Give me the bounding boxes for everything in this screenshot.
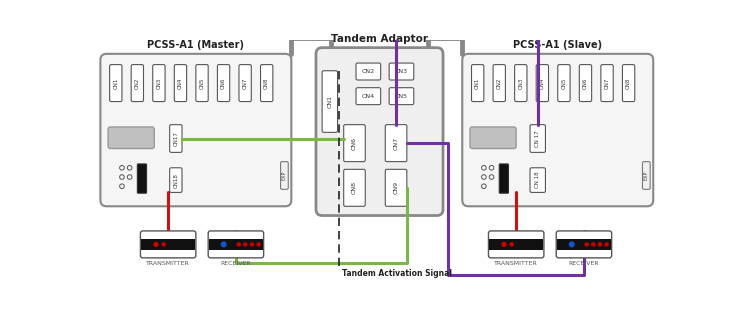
Text: CN9: CN9 bbox=[394, 181, 398, 194]
Text: CN5: CN5 bbox=[562, 77, 566, 89]
Text: CN4: CN4 bbox=[540, 77, 545, 89]
Text: CN17: CN17 bbox=[174, 131, 178, 146]
FancyBboxPatch shape bbox=[514, 65, 527, 102]
FancyBboxPatch shape bbox=[109, 65, 122, 102]
FancyBboxPatch shape bbox=[463, 54, 653, 206]
FancyBboxPatch shape bbox=[344, 125, 365, 162]
Text: CN8: CN8 bbox=[626, 77, 631, 89]
Bar bbox=[209, 239, 263, 250]
FancyBboxPatch shape bbox=[217, 65, 230, 102]
FancyBboxPatch shape bbox=[356, 88, 381, 105]
Text: CN2: CN2 bbox=[362, 69, 375, 74]
FancyBboxPatch shape bbox=[108, 127, 154, 149]
Text: CN1: CN1 bbox=[113, 77, 118, 89]
Circle shape bbox=[244, 243, 247, 246]
FancyBboxPatch shape bbox=[170, 125, 182, 153]
Text: CN3: CN3 bbox=[518, 77, 523, 89]
FancyBboxPatch shape bbox=[153, 65, 165, 102]
FancyBboxPatch shape bbox=[500, 164, 508, 193]
Text: CN 17: CN 17 bbox=[535, 130, 540, 147]
FancyBboxPatch shape bbox=[493, 65, 505, 102]
Circle shape bbox=[237, 243, 240, 246]
FancyBboxPatch shape bbox=[530, 168, 545, 192]
Text: Tandem Adaptor: Tandem Adaptor bbox=[331, 34, 428, 44]
Circle shape bbox=[592, 243, 595, 246]
Text: CN3: CN3 bbox=[395, 69, 408, 74]
Text: PCSS-A1 (Slave): PCSS-A1 (Slave) bbox=[513, 40, 602, 50]
Text: CN1: CN1 bbox=[327, 95, 333, 108]
Text: CN7: CN7 bbox=[242, 77, 248, 89]
FancyBboxPatch shape bbox=[530, 125, 545, 153]
Text: CN6: CN6 bbox=[583, 77, 588, 89]
FancyBboxPatch shape bbox=[196, 65, 208, 102]
Text: CN6: CN6 bbox=[221, 77, 226, 89]
Text: CN 18: CN 18 bbox=[535, 172, 540, 188]
FancyBboxPatch shape bbox=[174, 65, 187, 102]
Circle shape bbox=[599, 243, 602, 246]
Circle shape bbox=[605, 243, 608, 246]
FancyBboxPatch shape bbox=[208, 231, 264, 258]
FancyBboxPatch shape bbox=[471, 65, 484, 102]
FancyBboxPatch shape bbox=[140, 231, 196, 258]
Text: CN8: CN8 bbox=[352, 181, 357, 194]
FancyBboxPatch shape bbox=[344, 169, 365, 206]
FancyBboxPatch shape bbox=[642, 162, 650, 189]
FancyBboxPatch shape bbox=[261, 65, 273, 102]
Circle shape bbox=[257, 243, 260, 246]
Circle shape bbox=[502, 242, 506, 246]
FancyBboxPatch shape bbox=[556, 231, 612, 258]
Text: RECEIVER: RECEIVER bbox=[220, 261, 251, 266]
FancyBboxPatch shape bbox=[316, 48, 443, 215]
Text: CN6: CN6 bbox=[352, 137, 357, 150]
Text: TRANSMITTER: TRANSMITTER bbox=[146, 261, 190, 266]
Text: EXP: EXP bbox=[282, 171, 287, 180]
FancyBboxPatch shape bbox=[537, 65, 548, 102]
FancyBboxPatch shape bbox=[132, 65, 143, 102]
Text: CN1: CN1 bbox=[475, 77, 480, 89]
Bar bbox=[489, 239, 543, 250]
FancyBboxPatch shape bbox=[385, 169, 407, 206]
FancyBboxPatch shape bbox=[579, 65, 592, 102]
Text: CN7: CN7 bbox=[605, 77, 610, 89]
Text: CN4: CN4 bbox=[178, 77, 183, 89]
Text: CN8: CN8 bbox=[265, 77, 269, 89]
FancyBboxPatch shape bbox=[558, 65, 570, 102]
Bar bbox=[557, 239, 611, 250]
FancyBboxPatch shape bbox=[470, 127, 516, 149]
FancyBboxPatch shape bbox=[170, 168, 182, 192]
Text: Tandem Activation Signal: Tandem Activation Signal bbox=[342, 269, 452, 278]
FancyBboxPatch shape bbox=[239, 65, 251, 102]
Text: EXP: EXP bbox=[644, 171, 649, 180]
Text: TRANSMITTER: TRANSMITTER bbox=[494, 261, 538, 266]
Text: CN5: CN5 bbox=[395, 94, 408, 99]
FancyBboxPatch shape bbox=[389, 88, 414, 105]
FancyBboxPatch shape bbox=[137, 164, 146, 193]
FancyBboxPatch shape bbox=[385, 125, 407, 162]
FancyBboxPatch shape bbox=[356, 63, 381, 80]
Circle shape bbox=[510, 243, 514, 246]
Text: CN5: CN5 bbox=[200, 77, 205, 89]
Text: PCSS-A1 (Master): PCSS-A1 (Master) bbox=[147, 40, 245, 50]
Text: CN2: CN2 bbox=[134, 77, 140, 89]
FancyBboxPatch shape bbox=[101, 54, 291, 206]
Text: CN2: CN2 bbox=[497, 77, 502, 89]
Circle shape bbox=[162, 243, 166, 246]
FancyBboxPatch shape bbox=[622, 65, 635, 102]
Text: CN7: CN7 bbox=[394, 137, 398, 150]
Circle shape bbox=[222, 242, 226, 247]
FancyBboxPatch shape bbox=[488, 231, 544, 258]
FancyBboxPatch shape bbox=[601, 65, 613, 102]
Circle shape bbox=[570, 242, 574, 247]
Text: RECEIVER: RECEIVER bbox=[568, 261, 599, 266]
FancyBboxPatch shape bbox=[281, 162, 288, 189]
Text: CN3: CN3 bbox=[157, 77, 161, 89]
Circle shape bbox=[585, 243, 588, 246]
Text: CN4: CN4 bbox=[362, 94, 375, 99]
Circle shape bbox=[154, 242, 158, 246]
Bar bbox=[141, 239, 195, 250]
Circle shape bbox=[251, 243, 253, 246]
Text: CN18: CN18 bbox=[174, 173, 178, 187]
FancyBboxPatch shape bbox=[389, 63, 414, 80]
FancyBboxPatch shape bbox=[322, 71, 338, 132]
